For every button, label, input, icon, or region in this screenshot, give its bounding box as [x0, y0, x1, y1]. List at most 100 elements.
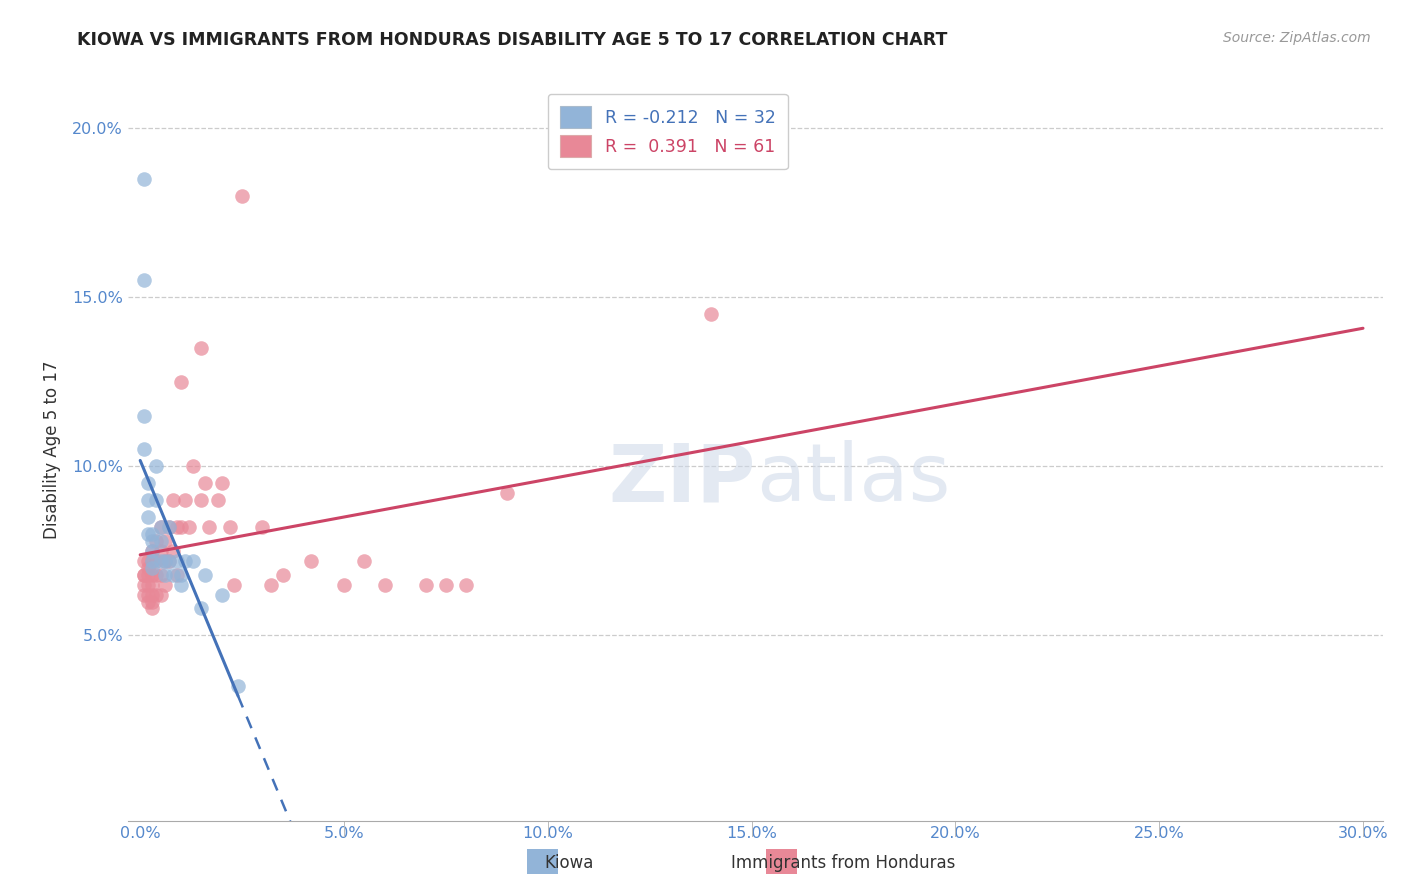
Point: [252, 520, 274, 534]
Point: [456, 578, 478, 592]
Point: [153, 554, 176, 568]
Point: [149, 520, 172, 534]
Point: [134, 172, 156, 186]
Point: [145, 554, 167, 568]
Point: [138, 510, 160, 524]
Point: [166, 567, 188, 582]
Point: [211, 588, 233, 602]
Point: [149, 567, 172, 582]
Point: [145, 588, 167, 602]
Text: Source: ZipAtlas.com: Source: ZipAtlas.com: [1223, 31, 1371, 45]
Point: [138, 527, 160, 541]
Point: [190, 341, 212, 355]
Point: [138, 594, 160, 608]
Point: [141, 544, 163, 558]
Point: [141, 578, 163, 592]
Point: [226, 679, 249, 693]
Point: [153, 578, 176, 592]
Point: [166, 520, 188, 534]
Point: [170, 520, 193, 534]
Point: [157, 554, 180, 568]
Text: atlas: atlas: [755, 441, 950, 518]
Point: [134, 567, 156, 582]
Legend: R = -0.212   N = 32, R =  0.391   N = 61: R = -0.212 N = 32, R = 0.391 N = 61: [547, 94, 787, 169]
Point: [141, 561, 163, 575]
Point: [138, 493, 160, 508]
Point: [190, 601, 212, 615]
Point: [496, 486, 519, 500]
Point: [170, 567, 193, 582]
Point: [134, 409, 156, 423]
Point: [222, 578, 245, 592]
Point: [194, 567, 217, 582]
Point: [138, 561, 160, 575]
Point: [157, 520, 180, 534]
Point: [162, 493, 184, 508]
Point: [211, 476, 233, 491]
Text: KIOWA VS IMMIGRANTS FROM HONDURAS DISABILITY AGE 5 TO 17 CORRELATION CHART: KIOWA VS IMMIGRANTS FROM HONDURAS DISABI…: [77, 31, 948, 49]
Point: [353, 554, 375, 568]
Point: [271, 567, 294, 582]
Point: [149, 533, 172, 548]
Point: [194, 476, 217, 491]
Point: [174, 554, 197, 568]
Text: Immigrants from Honduras: Immigrants from Honduras: [731, 854, 956, 871]
Point: [162, 544, 184, 558]
Point: [259, 578, 281, 592]
Point: [145, 493, 167, 508]
Point: [179, 520, 201, 534]
Point: [145, 459, 167, 474]
Point: [145, 533, 167, 548]
Point: [190, 493, 212, 508]
Point: [170, 375, 193, 389]
Point: [162, 567, 184, 582]
Point: [170, 578, 193, 592]
Point: [181, 459, 204, 474]
Point: [134, 273, 156, 287]
Point: [134, 442, 156, 457]
Point: [138, 567, 160, 582]
Point: [153, 554, 176, 568]
Point: [231, 189, 253, 203]
Point: [138, 554, 160, 568]
Point: [166, 554, 188, 568]
Point: [700, 307, 723, 321]
Point: [141, 601, 163, 615]
Point: [138, 578, 160, 592]
Point: [141, 554, 163, 568]
Y-axis label: Disability Age 5 to 17: Disability Age 5 to 17: [44, 360, 60, 539]
Point: [374, 578, 396, 592]
Point: [218, 520, 240, 534]
Point: [141, 554, 163, 568]
Point: [181, 554, 204, 568]
Point: [134, 588, 156, 602]
Text: ZIP: ZIP: [609, 441, 755, 518]
Point: [434, 578, 457, 592]
Point: [415, 578, 437, 592]
Point: [149, 544, 172, 558]
Text: Kiowa: Kiowa: [544, 854, 595, 871]
Point: [207, 493, 229, 508]
Point: [157, 554, 180, 568]
Point: [145, 567, 167, 582]
Point: [149, 520, 172, 534]
Point: [141, 527, 163, 541]
Point: [138, 588, 160, 602]
Point: [153, 567, 176, 582]
Point: [134, 567, 156, 582]
Point: [134, 578, 156, 592]
Point: [333, 578, 356, 592]
Point: [141, 567, 163, 582]
Point: [149, 554, 172, 568]
Point: [299, 554, 322, 568]
Point: [141, 588, 163, 602]
Point: [141, 594, 163, 608]
Point: [174, 493, 197, 508]
Point: [141, 533, 163, 548]
Point: [153, 533, 176, 548]
Point: [157, 520, 180, 534]
Point: [149, 588, 172, 602]
Point: [134, 554, 156, 568]
Point: [198, 520, 221, 534]
Point: [141, 544, 163, 558]
